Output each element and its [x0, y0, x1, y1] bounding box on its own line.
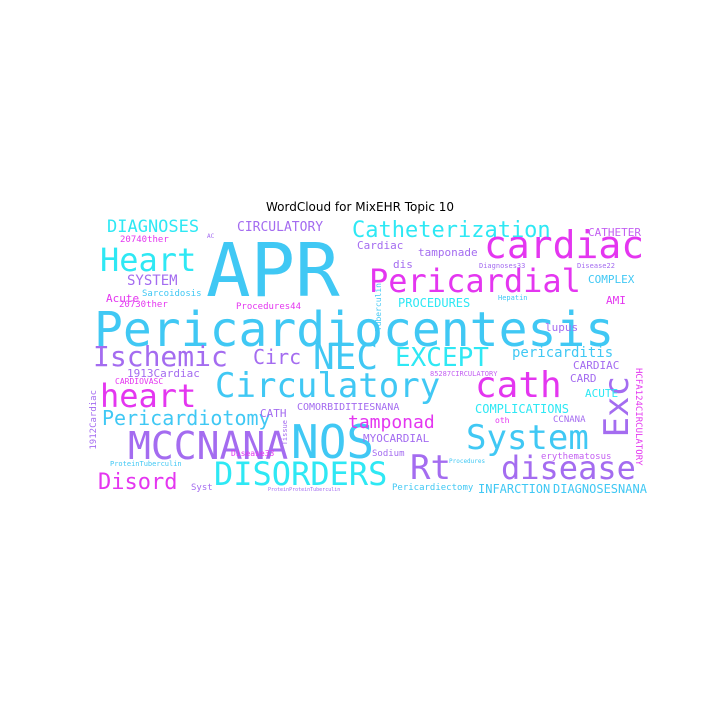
word: Disord [98, 470, 178, 495]
word: DIAGNOSES [107, 217, 200, 237]
word: Circ [253, 345, 302, 369]
word: APR [206, 228, 340, 314]
word: dis [393, 258, 413, 271]
word: tamponad [348, 412, 435, 433]
word: heart [100, 377, 197, 415]
word: oth [495, 416, 510, 425]
word: Catheterization [352, 218, 551, 243]
word: lupus [545, 321, 579, 334]
word: Procedures44 [236, 302, 302, 312]
word: Exc [597, 376, 637, 438]
word: Circulatory [215, 366, 441, 406]
word: Pericardiectomy [392, 483, 474, 493]
word: CARD [570, 372, 597, 385]
word: Disease33 [231, 449, 275, 458]
word: disease [501, 449, 636, 487]
word: AC [207, 233, 215, 240]
word: HCFA124CIRCULATORY [633, 368, 643, 466]
word: erythematosus [541, 452, 612, 462]
word: ProteinTuberculin [110, 460, 182, 468]
word: 85287CIRCULATORY [430, 370, 498, 378]
word: DIAGNOSESNANA [553, 482, 647, 496]
word: Syst [191, 483, 213, 493]
word: EXCEPT [395, 343, 489, 373]
word: MCCNANA [128, 424, 289, 468]
word: Heart [100, 241, 197, 279]
word: SYSTEM [127, 273, 178, 289]
word: COMPLICATIONS [475, 402, 569, 416]
word: Disease22 [577, 262, 615, 270]
word: Pericardiocentesis [94, 302, 615, 358]
word: Pericardiotomy [102, 406, 271, 430]
word: cardiac [484, 223, 645, 267]
word: AMI [606, 294, 626, 307]
word: Tissue [281, 420, 289, 446]
word: CIRCULATORY [237, 220, 324, 235]
word: Hepatin [498, 294, 528, 302]
word: CATH [260, 407, 287, 420]
word: NOS [291, 415, 375, 469]
word: COMPLEX [588, 273, 635, 286]
word: tamponade [418, 246, 478, 259]
word: Sodium [372, 449, 405, 459]
word: System [466, 418, 589, 458]
word: Procedures [449, 458, 486, 465]
word: Acute [106, 292, 140, 305]
chart-title: WordCloud for MixEHR Topic 10 [265, 200, 455, 214]
word: Sarcoidosis [142, 289, 202, 299]
word: CATHETER [588, 226, 641, 239]
word: Pericardial [369, 262, 581, 300]
word: Cardiac [357, 239, 404, 252]
word: NEC [313, 337, 379, 378]
word: Tuberculin [374, 283, 383, 332]
word: INFARCTION [478, 482, 551, 496]
word: Diagnoses33 [479, 262, 526, 270]
word: CARDIAC [573, 359, 620, 372]
word: ACUTE [585, 387, 619, 400]
word: ProteinProteinTuberculin [268, 487, 341, 493]
word: PROCEDURES [398, 296, 471, 310]
word: Rt [410, 448, 451, 488]
word: pericarditis [512, 345, 614, 361]
word: cath [475, 365, 562, 406]
word: Ischemic [93, 340, 228, 373]
word: CCNANA [553, 415, 586, 425]
word: 20740ther [120, 235, 169, 245]
word: 20730ther [119, 300, 168, 310]
word: 1912Cardiac [89, 390, 99, 450]
word: DISORDERS [214, 455, 388, 493]
word: COMORBIDITIESNANA [297, 402, 400, 413]
word: 1913Cardiac [127, 367, 200, 380]
word: MYOCARDIAL [363, 432, 430, 445]
word: CARDIOVASC [115, 377, 164, 386]
